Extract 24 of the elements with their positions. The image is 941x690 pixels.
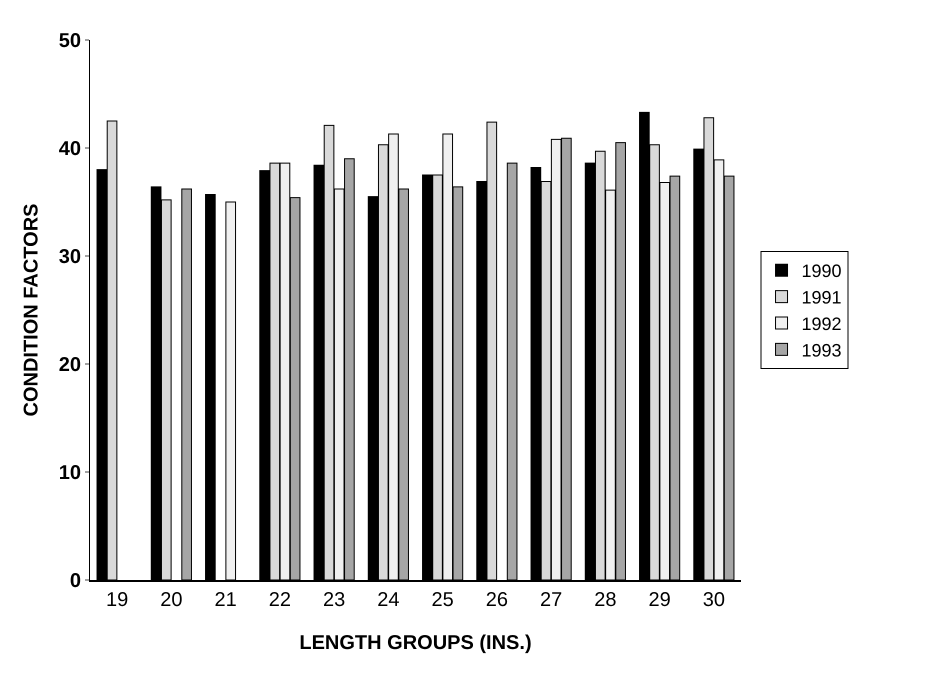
x-tick-label: 19	[106, 589, 128, 611]
y-tick-label: 20	[58, 354, 81, 376]
x-tick-label: 26	[486, 589, 508, 611]
y-axis-title: CONDITION FACTORS	[20, 204, 42, 416]
x-tick-label: 21	[214, 589, 237, 611]
x-axis-title: LENGTH GROUPS (INS.)	[299, 632, 532, 654]
y-tick-label: 0	[70, 570, 81, 592]
y-tick-label: 10	[58, 462, 81, 484]
x-tick-label: 22	[268, 589, 292, 611]
x-tick-label: 30	[702, 589, 726, 611]
y-tick-label: 40	[58, 138, 81, 160]
x-tick-label: 20	[160, 589, 183, 611]
legend-label: 1991	[802, 288, 842, 308]
x-tick-label: 28	[594, 589, 617, 611]
legend-label: 1993	[802, 340, 842, 360]
y-tick-label: 30	[58, 246, 81, 268]
x-tick-label: 27	[540, 589, 562, 611]
legend-label: 1992	[802, 314, 842, 334]
x-tick-label: 25	[432, 589, 454, 611]
x-tick-label: 24	[377, 589, 400, 611]
x-tick-label: 23	[323, 589, 346, 611]
y-tick-label: 50	[58, 30, 81, 52]
legend-label: 1990	[802, 261, 842, 282]
x-tick-label: 29	[648, 589, 671, 611]
